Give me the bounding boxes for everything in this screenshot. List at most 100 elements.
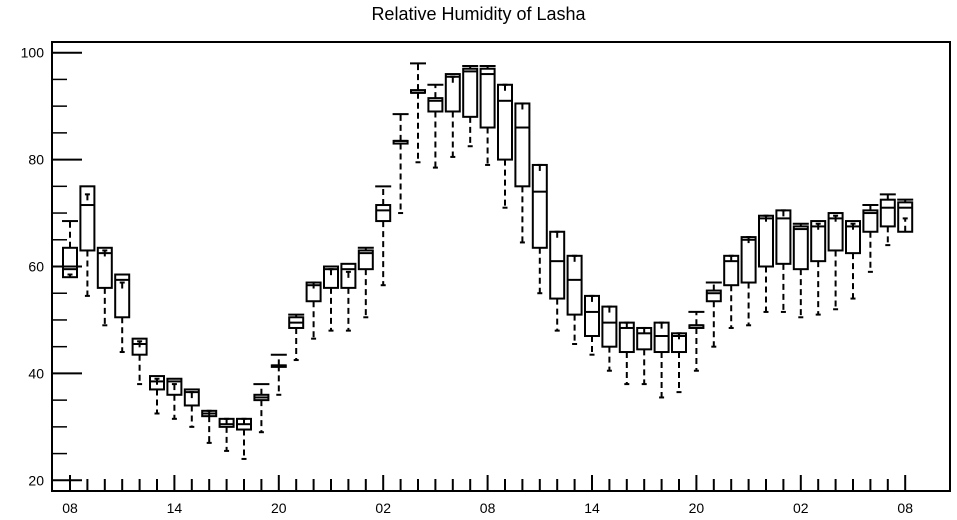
box-body <box>792 225 809 271</box>
box-body <box>114 273 131 319</box>
box-body <box>601 305 618 348</box>
x-tick-label: 08 <box>480 500 496 516</box>
box-5 <box>149 375 165 415</box>
box-body <box>827 212 844 252</box>
box-38 <box>723 254 740 329</box>
box-14 <box>305 281 322 340</box>
chart-title: Relative Humidity of Lasha <box>371 4 586 24</box>
box-16 <box>340 262 357 332</box>
box-body <box>636 326 653 351</box>
box-body <box>79 185 96 252</box>
box-33 <box>636 326 653 386</box>
box-body <box>705 289 722 303</box>
plot-frame <box>51 41 951 492</box>
box-body <box>305 281 322 303</box>
box-28 <box>549 230 566 332</box>
box-body <box>375 204 392 223</box>
box-29 <box>566 254 583 346</box>
box-body <box>131 337 148 356</box>
box-13 <box>288 313 305 362</box>
box-43 <box>810 220 827 316</box>
box-8 <box>201 409 218 444</box>
box-3 <box>114 273 131 354</box>
box-body <box>444 73 461 113</box>
x-tick-label: 20 <box>689 500 705 516</box>
box-25 <box>497 83 513 209</box>
box-body <box>427 97 444 113</box>
box-body <box>340 262 357 289</box>
box-30 <box>584 294 600 356</box>
box-12 <box>270 353 287 396</box>
box-body <box>62 246 78 279</box>
box-body <box>479 67 496 129</box>
box-1 <box>79 185 96 297</box>
x-tick-label: 20 <box>271 500 287 516</box>
x-tick-label: 08 <box>62 500 78 516</box>
box-body <box>462 67 479 118</box>
x-tick-label: 08 <box>897 500 913 516</box>
box-body <box>549 230 566 300</box>
box-19 <box>392 113 409 215</box>
box-36 <box>688 310 705 372</box>
box-body <box>845 220 861 255</box>
y-tick-label: 80 <box>28 152 44 168</box>
y-tick-label: 60 <box>28 259 44 275</box>
box-47 <box>879 193 896 247</box>
box-body <box>357 249 374 271</box>
box-27 <box>531 163 548 295</box>
box-18 <box>375 185 392 287</box>
box-41 <box>775 209 792 313</box>
x-tick-label: 14 <box>584 500 600 516</box>
box-39 <box>740 236 757 327</box>
box-45 <box>845 220 861 300</box>
box-body <box>618 321 635 354</box>
box-body <box>879 198 896 228</box>
box-layer <box>62 62 914 460</box>
box-22 <box>444 73 461 158</box>
box-body <box>671 332 687 354</box>
box-44 <box>827 212 844 311</box>
box-46 <box>862 204 879 273</box>
box-9 <box>218 417 235 452</box>
x-tick-label: 02 <box>375 500 391 516</box>
box-20 <box>410 62 426 164</box>
box-23 <box>462 65 479 148</box>
box-body <box>166 377 183 396</box>
box-2 <box>96 246 113 327</box>
box-body <box>514 102 531 188</box>
box-42 <box>792 222 809 319</box>
box-body <box>149 375 165 391</box>
box-body <box>183 388 200 407</box>
box-24 <box>479 65 496 166</box>
box-body <box>497 83 513 161</box>
box-40 <box>758 214 774 313</box>
x-tick-label: 14 <box>167 500 183 516</box>
box-body <box>218 417 235 428</box>
box-body <box>323 265 339 289</box>
box-21 <box>427 83 444 169</box>
box-body <box>758 214 774 268</box>
box-0 <box>62 220 78 279</box>
box-32 <box>618 321 635 386</box>
box-body <box>96 246 113 289</box>
box-10 <box>236 417 252 460</box>
box-17 <box>357 246 374 319</box>
box-body <box>531 163 548 249</box>
box-35 <box>671 332 687 394</box>
box-6 <box>166 377 183 420</box>
box-body <box>862 209 879 233</box>
axis-layer: 20 40 60 80 100 08 14 20 02 08 14 20 02 08 <box>21 45 914 516</box>
x-tick-label: 02 <box>793 500 809 516</box>
box-48 <box>897 198 914 233</box>
y-tick-label: 100 <box>21 45 45 61</box>
box-15 <box>323 265 339 332</box>
box-body <box>810 220 827 263</box>
box-26 <box>514 102 531 244</box>
box-body <box>740 236 757 284</box>
y-tick-label: 20 <box>28 472 44 488</box>
box-body <box>897 201 914 233</box>
box-34 <box>653 321 670 399</box>
box-body <box>566 254 583 316</box>
box-4 <box>131 337 148 386</box>
